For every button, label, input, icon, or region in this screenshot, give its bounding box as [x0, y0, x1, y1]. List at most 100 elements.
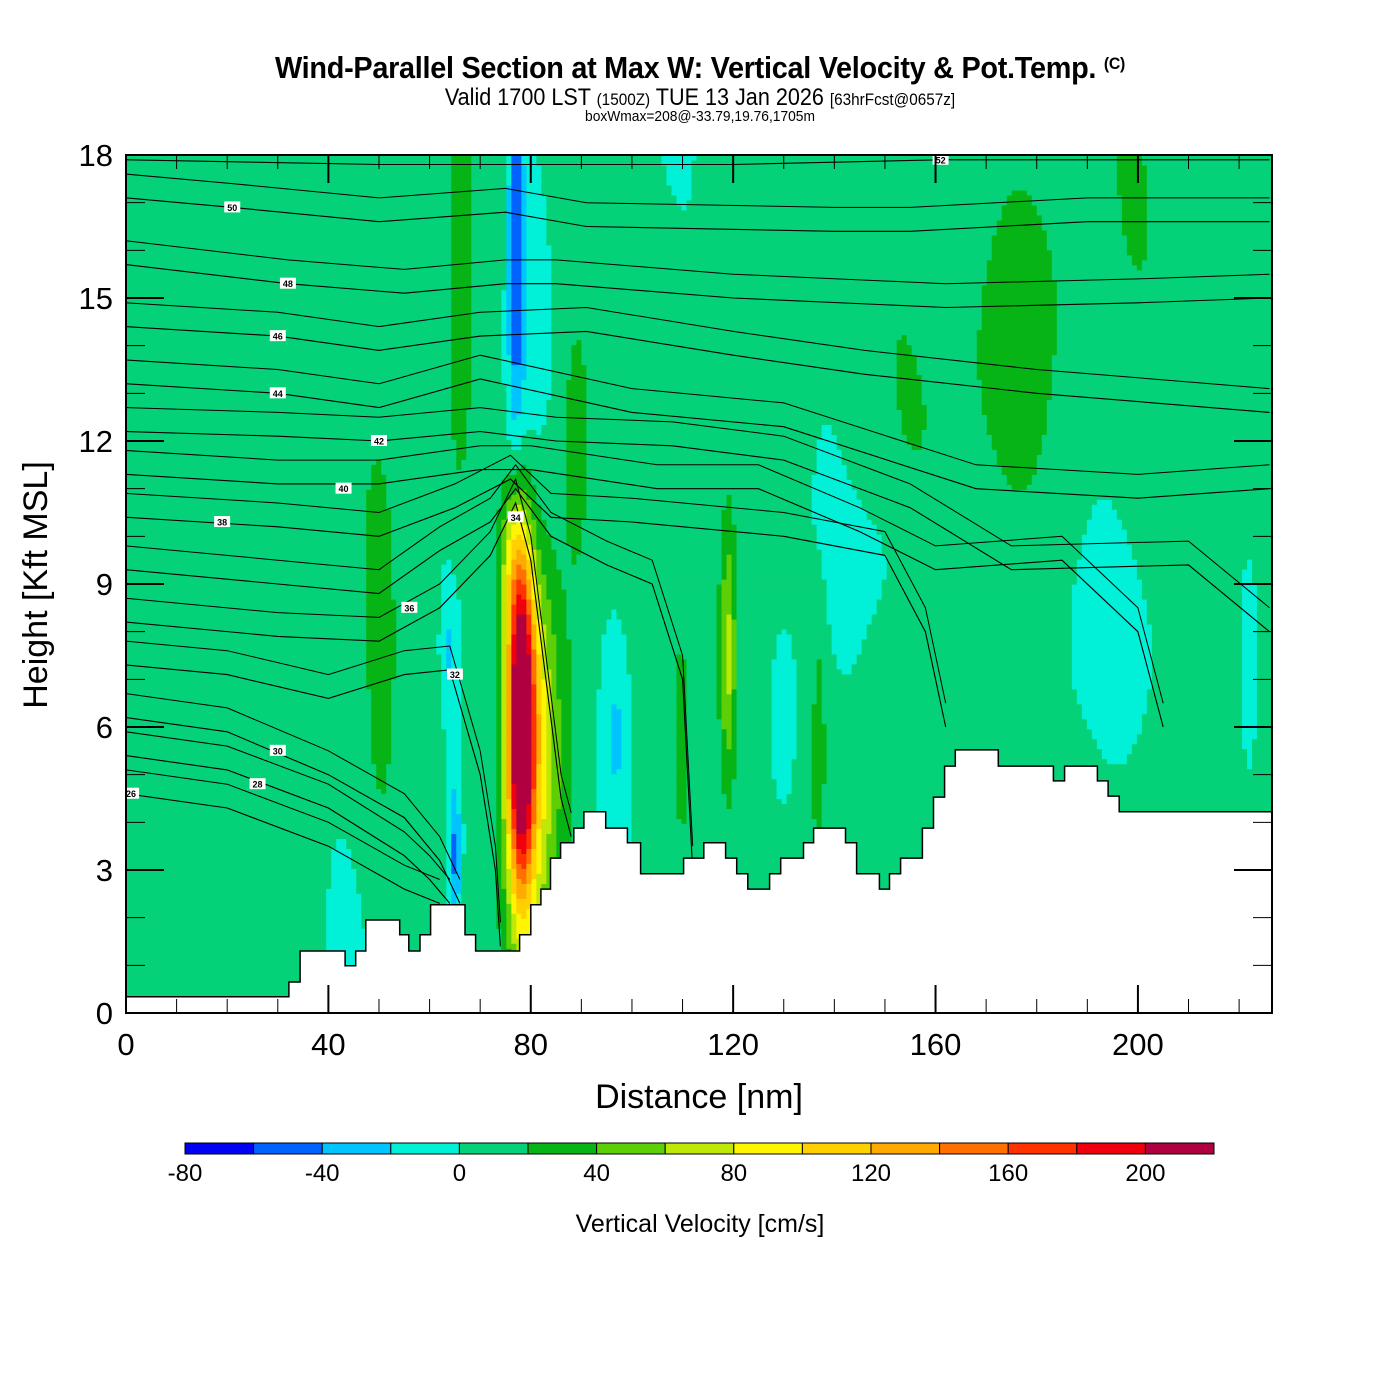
- w-cell: [1071, 668, 1153, 675]
- w-cell: [506, 633, 512, 640]
- w-cell: [556, 838, 572, 844]
- w-cell: [441, 678, 462, 685]
- w-cell: [831, 623, 868, 630]
- w-cell: [541, 763, 547, 770]
- w-cell: [536, 683, 542, 690]
- w-cell: [676, 199, 688, 206]
- w-cell: [676, 653, 683, 660]
- w-cell: [631, 798, 678, 805]
- w-cell: [1241, 638, 1258, 645]
- w-cell: [561, 733, 572, 740]
- w-cell: [331, 848, 352, 854]
- w-cell: [686, 788, 723, 795]
- w-cell: [461, 788, 497, 795]
- w-cell: [496, 688, 502, 695]
- w-cell: [771, 728, 798, 735]
- w-cell: [676, 668, 688, 675]
- w-cell: [981, 319, 1058, 326]
- w-cell: [631, 698, 678, 705]
- w-cell: [736, 708, 773, 715]
- w-cell: [456, 579, 497, 585]
- w-cell: [561, 783, 572, 790]
- w-cell: [506, 174, 512, 181]
- w-cell: [511, 174, 522, 181]
- w-cell: [596, 808, 633, 815]
- w-cell: [496, 723, 502, 730]
- w-cell: [986, 419, 1048, 425]
- w-cell: [1246, 564, 1253, 570]
- w-cell: [991, 234, 1048, 241]
- w-cell: [496, 554, 502, 560]
- w-cell: [506, 743, 512, 750]
- w-cell: [556, 658, 572, 665]
- w-cell: [1146, 169, 1272, 176]
- w-cell: [331, 863, 352, 869]
- w-cell: [446, 833, 452, 840]
- w-cell: [511, 169, 522, 176]
- w-cell: [501, 663, 507, 670]
- w-cell: [511, 584, 517, 590]
- w-cell: [586, 514, 723, 520]
- w-cell: [691, 169, 1118, 176]
- w-cell: [546, 653, 557, 660]
- w-cell: [456, 893, 462, 899]
- w-cell: [451, 409, 467, 415]
- w-cell: [721, 514, 733, 520]
- w-cell: [506, 299, 512, 306]
- w-cell: [536, 539, 552, 545]
- w-cell: [556, 818, 572, 825]
- w-cell: [391, 549, 497, 555]
- w-cell: [631, 838, 818, 844]
- w-cell: [506, 828, 512, 835]
- w-cell: [506, 763, 512, 770]
- w-cell: [551, 768, 562, 775]
- w-cell: [571, 349, 582, 356]
- w-cell: [531, 658, 537, 665]
- w-cell: [666, 179, 693, 186]
- w-cell: [346, 843, 447, 849]
- w-cell: [536, 155, 663, 161]
- w-cell: [496, 658, 502, 665]
- w-cell: [546, 224, 998, 231]
- w-cell: [796, 673, 818, 680]
- w-cell: [366, 504, 387, 510]
- w-cell: [1151, 673, 1243, 680]
- w-cell: [1051, 394, 1272, 401]
- w-cell: [506, 404, 512, 411]
- w-cell: [716, 698, 723, 705]
- w-cell: [441, 603, 462, 610]
- w-cell: [451, 244, 472, 251]
- w-cell: [551, 773, 562, 780]
- w-cell: [446, 728, 462, 735]
- w-cell: [551, 319, 983, 326]
- w-cell: [126, 564, 367, 570]
- w-cell: [1056, 279, 1272, 286]
- w-cell: [1131, 544, 1272, 550]
- w-cell: [126, 199, 452, 206]
- w-cell: [501, 818, 507, 825]
- w-cell: [126, 593, 367, 600]
- w-cell: [396, 618, 442, 625]
- w-cell: [451, 339, 472, 346]
- w-cell: [541, 673, 552, 680]
- w-cell: [526, 494, 537, 500]
- contour-label-box: [269, 744, 286, 756]
- w-cell: [506, 688, 512, 695]
- w-cell: [446, 883, 452, 889]
- w-cell: [536, 898, 542, 904]
- w-cell: [516, 653, 532, 660]
- w-cell: [521, 249, 527, 256]
- w-cell: [1241, 693, 1258, 700]
- w-cell: [126, 743, 372, 750]
- w-cell: [631, 793, 678, 800]
- w-cell: [496, 823, 502, 830]
- w-cell: [736, 534, 818, 540]
- w-cell: [631, 728, 678, 735]
- w-cell: [526, 229, 547, 236]
- w-cell: [461, 673, 497, 680]
- w-cell: [551, 788, 562, 795]
- w-cell: [506, 219, 512, 226]
- w-cell: [571, 758, 598, 765]
- w-cell: [571, 778, 598, 785]
- w-cell: [981, 289, 1058, 296]
